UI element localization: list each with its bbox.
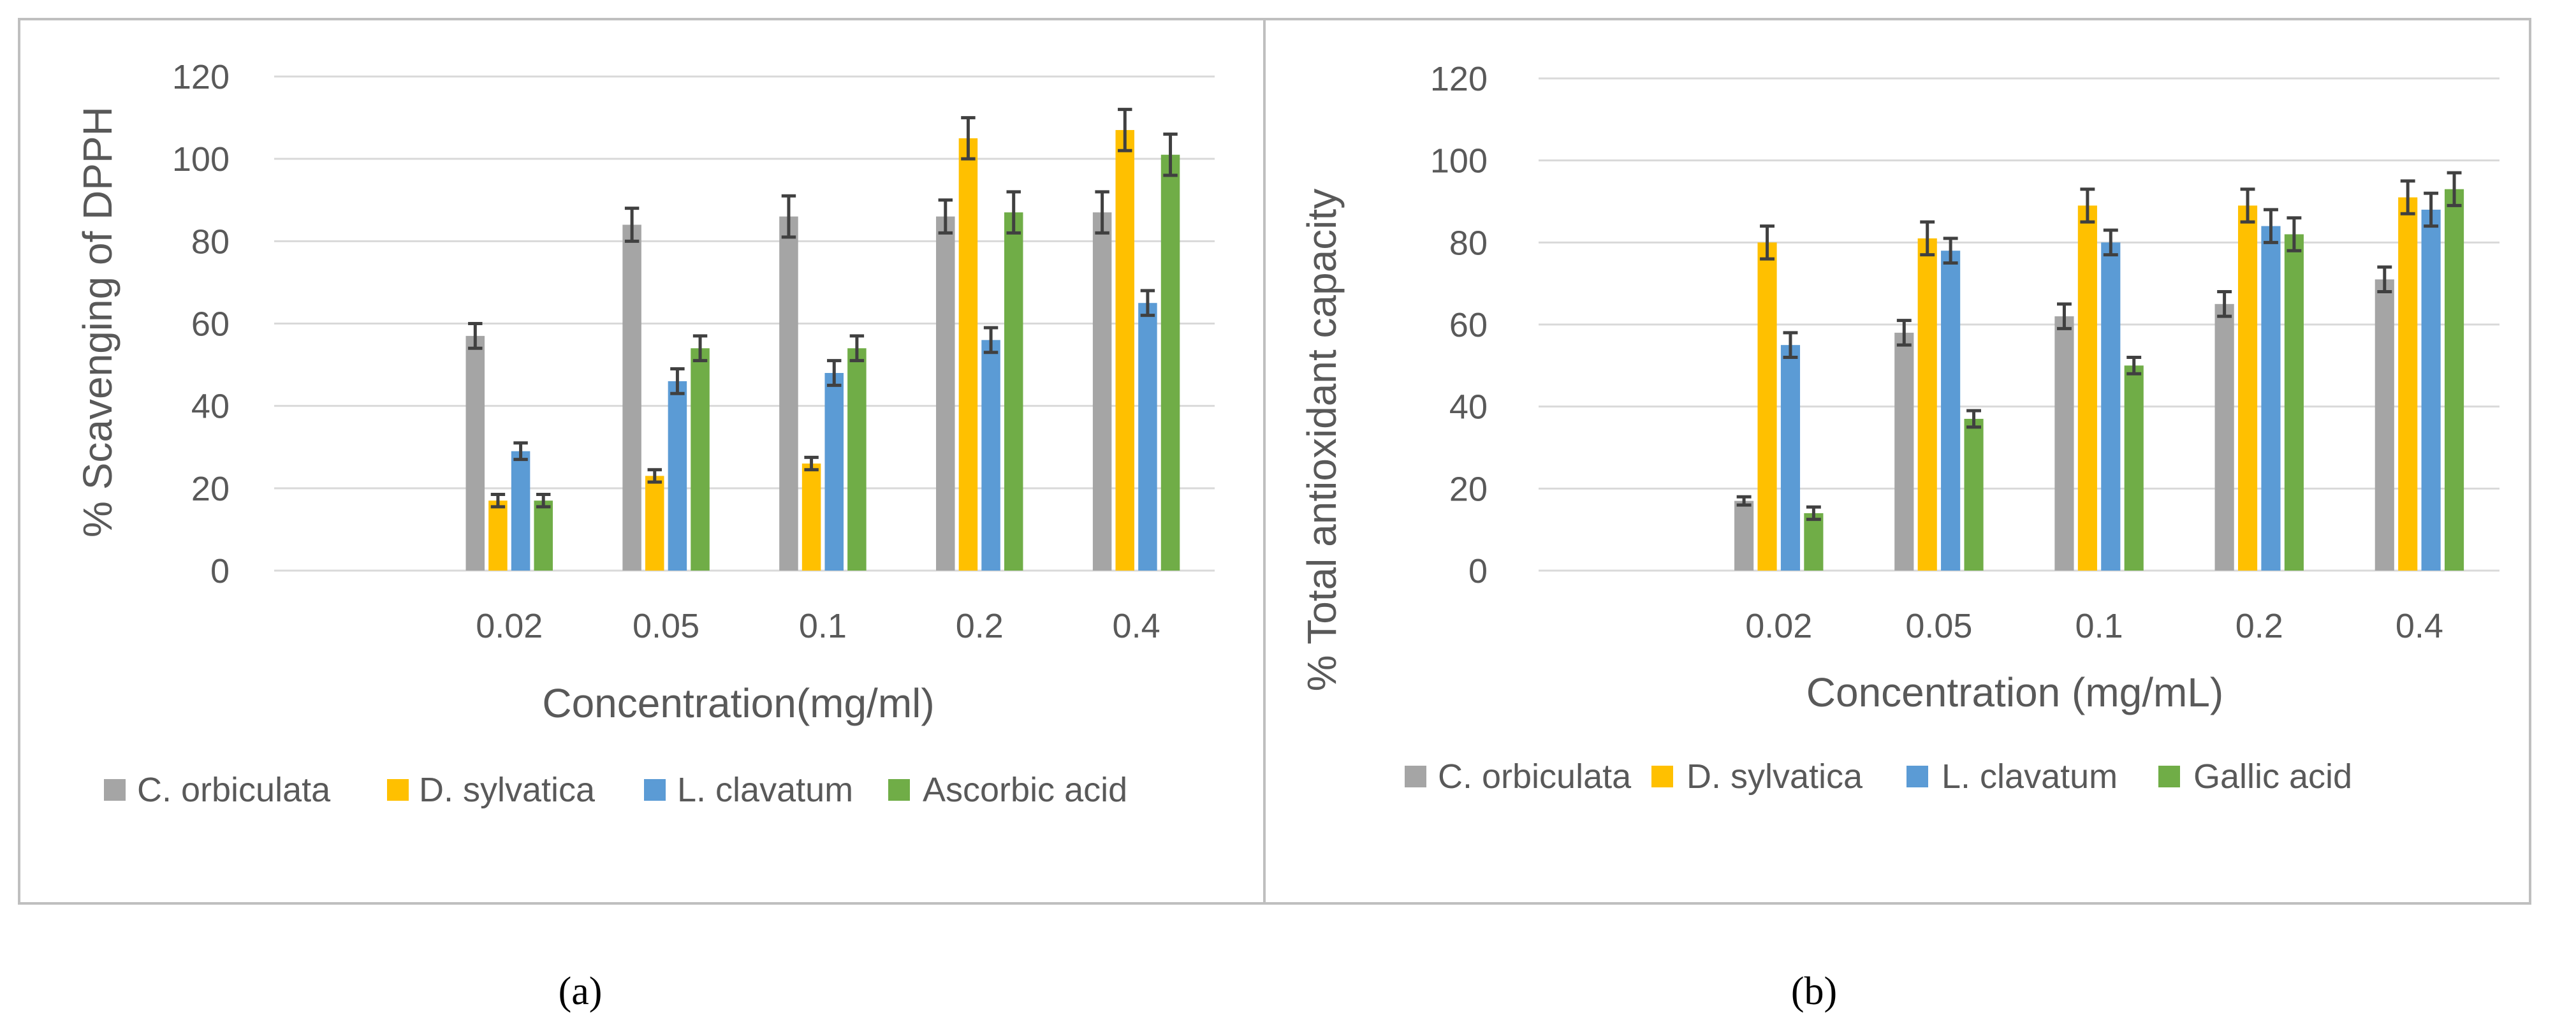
bar-b-d-sylvatica-0.4 <box>2398 197 2418 571</box>
bar-a-d-sylvatica-0.05 <box>645 476 664 571</box>
bar-b-c-orbiculata-0.4 <box>2375 279 2394 571</box>
y-tick-label-b-80: 80 <box>1449 224 1488 262</box>
y-tick-label-a-40: 40 <box>191 388 230 426</box>
x-axis-label-a: Concentration(mg/ml) <box>542 680 934 726</box>
y-tick-label-b-60: 60 <box>1449 306 1488 344</box>
bar-a-ascorbic-acid-0.05 <box>691 348 710 571</box>
x-tick-label-b-0.2: 0.2 <box>2236 607 2283 645</box>
legend-label-a-0: C. orbiculata <box>137 771 331 809</box>
y-axis-label-a: % Scavenging of DPPH <box>75 106 121 537</box>
x-tick-label-a-0.4: 0.4 <box>1113 607 1160 645</box>
bar-a-d-sylvatica-0.4 <box>1115 129 1135 571</box>
x-tick-label-b-0.02: 0.02 <box>1745 607 1812 645</box>
y-tick-label-a-80: 80 <box>191 223 230 261</box>
bar-b-d-sylvatica-0.05 <box>1917 238 1937 571</box>
bar-a-l-clavatum-0.02 <box>511 451 531 571</box>
bar-a-c-orbiculata-0.05 <box>622 224 641 571</box>
y-tick-label-b-20: 20 <box>1449 470 1488 508</box>
bar-b-c-orbiculata-0.02 <box>1734 500 1754 571</box>
y-tick-label-a-20: 20 <box>191 470 230 508</box>
bar-a-l-clavatum-0.4 <box>1138 303 1157 571</box>
bar-b-c-orbiculata-0.1 <box>2054 316 2074 571</box>
bar-a-l-clavatum-0.05 <box>668 381 687 571</box>
bar-b-l-clavatum-0.1 <box>2101 242 2121 571</box>
bar-b-c-orbiculata-0.2 <box>2214 303 2234 571</box>
bar-a-d-sylvatica-0.02 <box>488 500 508 571</box>
x-axis-label-b: Concentration (mg/mL) <box>1806 669 2223 715</box>
bar-b-d-sylvatica-0.02 <box>1757 242 1777 571</box>
y-axis-label-b: % Total antioxidant capacity <box>1299 189 1345 692</box>
bar-a-c-orbiculata-0.1 <box>779 216 798 571</box>
legend-marker-b-2 <box>1906 766 1928 787</box>
legend-label-a-2: L. clavatum <box>677 771 853 809</box>
legend-label-b-2: L. clavatum <box>1942 757 2118 796</box>
x-tick-label-a-0.02: 0.02 <box>476 607 543 645</box>
legend-label-b-0: C. orbiculata <box>1438 757 1632 796</box>
bar-a-c-orbiculata-0.02 <box>465 335 485 571</box>
legend-marker-a-0 <box>104 779 126 801</box>
bar-b-c-orbiculata-0.05 <box>1894 332 1914 571</box>
y-tick-label-b-0: 0 <box>1468 552 1488 590</box>
y-tick-label-a-60: 60 <box>191 305 230 344</box>
legend-marker-b-1 <box>1651 766 1673 787</box>
legend-label-a-1: D. sylvatica <box>419 771 596 809</box>
bar-b-gallic-acid-0.4 <box>2444 189 2464 571</box>
y-tick-label-a-0: 0 <box>210 552 230 590</box>
bar-b-gallic-acid-0.1 <box>2124 365 2144 571</box>
x-tick-label-a-0.1: 0.1 <box>799 607 847 645</box>
bar-a-l-clavatum-0.1 <box>824 373 844 571</box>
legend-marker-a-3 <box>888 779 910 801</box>
bar-b-d-sylvatica-0.2 <box>2237 205 2258 571</box>
legend-marker-b-0 <box>1405 766 1426 787</box>
bar-a-d-sylvatica-0.1 <box>801 463 821 571</box>
bar-a-l-clavatum-0.2 <box>981 340 1000 571</box>
bar-b-gallic-acid-0.05 <box>1964 418 1984 571</box>
bar-a-ascorbic-acid-0.1 <box>847 348 867 571</box>
bar-a-c-orbiculata-0.2 <box>936 216 955 571</box>
x-tick-label-a-0.2: 0.2 <box>956 607 1004 645</box>
x-tick-label-a-0.05: 0.05 <box>633 607 699 645</box>
y-tick-label-a-120: 120 <box>172 58 230 96</box>
chart-panel-a: 0 20 40 60 80 100 120 0.02 0.05 0.1 0.2 0.4 Concentr… <box>75 58 1215 1013</box>
bar-b-l-clavatum-0.05 <box>1941 251 1961 571</box>
legend-label-a-3: Ascorbic acid <box>923 771 1127 809</box>
panel-caption-b: (b) <box>1791 970 1837 1013</box>
y-tick-label-a-100: 100 <box>172 140 230 179</box>
legend-marker-b-3 <box>2158 766 2180 787</box>
bar-a-d-sylvatica-0.2 <box>958 138 978 571</box>
legend-label-b-3: Gallic acid <box>2193 757 2352 796</box>
bar-a-ascorbic-acid-0.2 <box>1004 212 1023 571</box>
chart-panel-b: 0 20 40 60 80 100 120 0.02 0.05 0.1 0.2 0.4 Concentr… <box>1299 60 2499 1013</box>
x-tick-label-b-0.05: 0.05 <box>1905 607 1972 645</box>
bar-b-l-clavatum-0.4 <box>2421 209 2441 571</box>
bar-b-gallic-acid-0.2 <box>2284 234 2304 571</box>
y-tick-label-b-100: 100 <box>1430 142 1488 180</box>
legend-marker-a-1 <box>387 779 409 801</box>
legend-label-b-1: D. sylvatica <box>1687 757 1863 796</box>
bar-a-ascorbic-acid-0.4 <box>1160 154 1180 571</box>
bar-b-d-sylvatica-0.1 <box>2077 205 2097 571</box>
bar-a-ascorbic-acid-0.02 <box>534 500 553 571</box>
y-tick-label-b-120: 120 <box>1430 60 1488 98</box>
chart-frame-a <box>18 18 1266 905</box>
bar-b-l-clavatum-0.02 <box>1780 345 1801 571</box>
panel-caption-a: (a) <box>559 970 603 1013</box>
y-tick-label-b-40: 40 <box>1449 388 1488 427</box>
legend-marker-a-2 <box>644 779 666 801</box>
bar-b-l-clavatum-0.2 <box>2261 226 2281 571</box>
x-tick-label-b-0.4: 0.4 <box>2396 607 2443 645</box>
x-tick-label-b-0.1: 0.1 <box>2075 607 2123 645</box>
bar-a-c-orbiculata-0.4 <box>1092 212 1112 571</box>
bar-b-gallic-acid-0.02 <box>1804 513 1824 571</box>
